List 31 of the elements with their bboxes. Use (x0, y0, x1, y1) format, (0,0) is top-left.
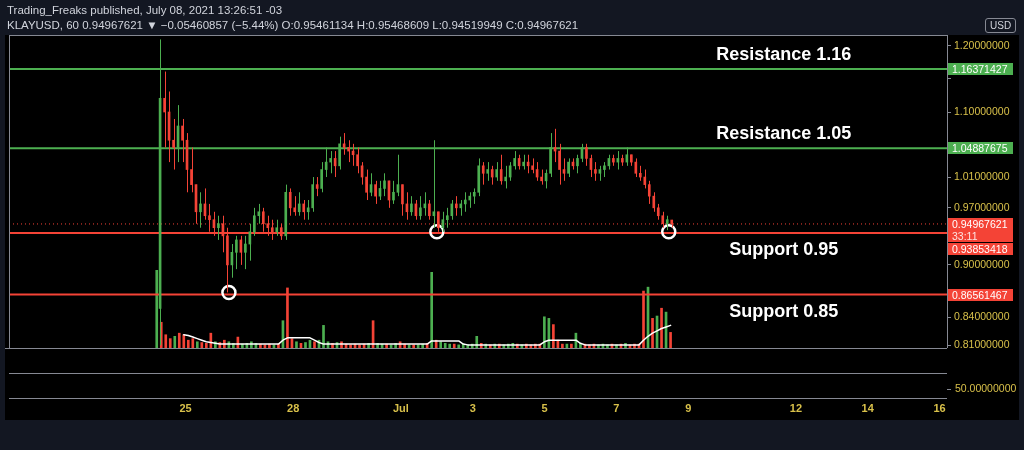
x-tick-label: 12 (789, 401, 803, 414)
x-tick-label: 9 (685, 401, 692, 414)
x-tick-label: 7 (613, 401, 620, 414)
y-tick-label: 1.20000000 (954, 38, 1010, 51)
ref-line-label: 1.16371427 (948, 63, 1013, 75)
x-tick-label: 3 (469, 401, 476, 414)
y-tick-label: 1.10000000 (954, 104, 1010, 117)
annotation: Resistance 1.16 (716, 44, 852, 65)
annotation: Support 0.85 (729, 300, 839, 321)
y-axis-title: USD (985, 18, 1017, 33)
x-tick-label: 14 (861, 401, 875, 414)
x-tick-label: 25 (179, 401, 192, 414)
ref-line-label: 0.86561467 (948, 289, 1013, 301)
annotation: Resistance 1.05 (716, 123, 852, 144)
y-tick-label: 0.90000000 (954, 257, 1010, 270)
x-tick-label: 5 (541, 401, 548, 414)
ref-line-label: 0.94967621 (948, 218, 1013, 230)
y-tick-label: 0.97000000 (954, 200, 1010, 213)
x-tick-label: 28 (287, 401, 300, 414)
ref-line-label: 0.93853418 (948, 243, 1013, 255)
annotation: Support 0.95 (729, 238, 839, 259)
chart-subtitle: KLAYUSD, 60 0.94967621 ▼ −0.05460857 (−5.44%) O:0.95461134 H:0.95468609 L:0.94519949 C:0.94967621 (7, 18, 579, 32)
chart-title: Trading_Freaks published, July 08, 2021 13:26:51 -03 (7, 3, 283, 17)
text: 50.00000000 (955, 381, 1017, 394)
ref-line-label: 1.04887675 (948, 142, 1013, 154)
text: 33:11 (948, 230, 1013, 242)
x-tick-label: 16 (933, 401, 946, 414)
y-tick-label: 0.84000000 (954, 310, 1010, 323)
x-tick-label: Jul (393, 401, 409, 414)
y-tick-label: 0.81000000 (954, 338, 1010, 351)
y-tick-label: 1.01000000 (954, 169, 1010, 182)
